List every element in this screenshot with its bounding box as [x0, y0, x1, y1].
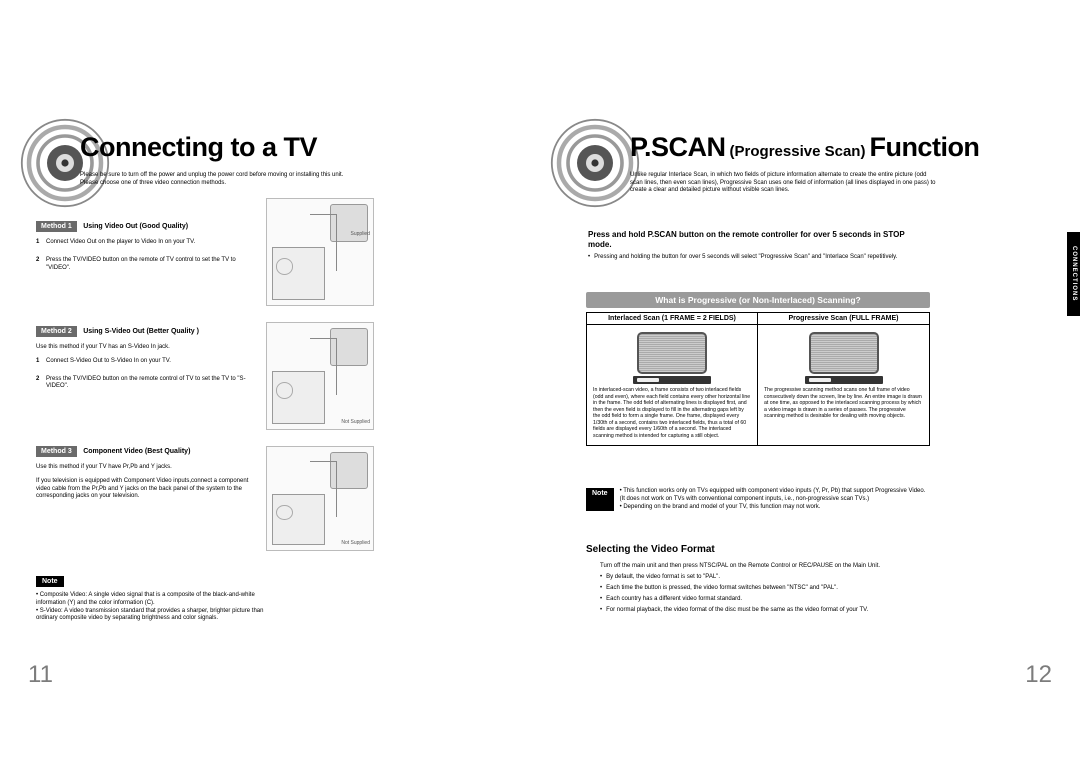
method-1: Method 1 Using Video Out (Good Quality) … — [36, 215, 256, 282]
page-title: Connecting to a TV — [80, 132, 317, 163]
diagram-tag: Not Supplied — [341, 419, 370, 425]
tv-illustration — [805, 332, 883, 384]
hold-instruction: Press and hold P.SCAN button on the remo… — [588, 230, 918, 250]
method-label: Method 2 — [36, 326, 77, 337]
page-title: P.SCAN (Progressive Scan) Function — [630, 132, 979, 163]
method-title: Using Video Out (Good Quality) — [83, 223, 188, 230]
banner: What is Progressive (or Non-Interlaced) … — [586, 292, 930, 308]
method-label: Method 1 — [36, 221, 77, 232]
diagram-3: Not Supplied — [266, 446, 374, 551]
method-label: Method 3 — [36, 446, 77, 457]
note-body: • Composite Video: A single video signal… — [36, 592, 266, 623]
sel-line: Turn off the main unit and then press NT… — [600, 562, 930, 571]
diagram-1: Supplied — [266, 198, 374, 306]
col2-head: Progressive Scan (FULL FRAME) — [758, 313, 929, 325]
speaker-icon — [550, 118, 640, 208]
step: Connect S-Video Out to S-Video In on you… — [46, 358, 256, 366]
selecting-body: Turn off the main unit and then press NT… — [600, 562, 930, 615]
col2-body: The progressive scanning method scans on… — [764, 387, 923, 420]
diagram-tag: Not Supplied — [341, 540, 370, 546]
hold-sub-text: Pressing and holding the button for over… — [594, 254, 897, 262]
method-2: Method 2 Using S-Video Out (Better Quali… — [36, 320, 256, 401]
svideo-note: Use this method if your TV has an S-Vide… — [36, 344, 256, 352]
method-title: Component Video (Best Quality) — [83, 448, 190, 455]
side-tab: CONNECTIONS — [1067, 232, 1080, 316]
scan-table: Interlaced Scan (1 FRAME = 2 FIELDS) In … — [586, 312, 930, 446]
note-label: Note — [586, 488, 614, 511]
intro-text: Please be sure to turn off the power and… — [80, 172, 370, 187]
step: Press the TV/VIDEO button on the remote … — [46, 257, 256, 273]
note-block: Note • Composite Video: A single video s… — [36, 570, 266, 623]
note-body: • This function works only on TVs equipp… — [620, 488, 930, 511]
step: Connect Video Out on the player to Video… — [46, 239, 256, 247]
col1-body: In interlaced-scan video, a frame consis… — [593, 387, 751, 439]
intro-text: Unlike regular Interlace Scan, in which … — [630, 172, 940, 195]
title-a: P.SCAN — [630, 132, 726, 163]
step: Press the TV/VIDEO button on the remote … — [46, 376, 256, 392]
m3-note: Use this method if your TV have Pr,Pb an… — [36, 464, 256, 472]
note-label: Note — [36, 576, 64, 587]
sel-b3: Each country has a different video forma… — [606, 595, 742, 604]
page-number: 11 — [28, 661, 53, 689]
hold-sub: Pressing and holding the button for over… — [588, 254, 928, 262]
diagram-tag: Supplied — [351, 231, 370, 237]
title-sub: (Progressive Scan) — [730, 143, 866, 160]
m3-body: If you television is equipped with Compo… — [36, 478, 256, 501]
sel-b4: For normal playback, the video format of… — [606, 606, 868, 615]
sel-b1: By default, the video format is set to "… — [606, 573, 720, 582]
method-title: Using S-Video Out (Better Quality ) — [83, 328, 199, 335]
selecting-title: Selecting the Video Format — [586, 544, 715, 555]
tv-illustration — [633, 332, 711, 384]
title: Connecting to a TV — [80, 132, 317, 163]
page-number: 12 — [1025, 661, 1052, 689]
note-row: Note • This function works only on TVs e… — [586, 488, 930, 511]
method-3: Method 3 Component Video (Best Quality) … — [36, 440, 256, 501]
col1-head: Interlaced Scan (1 FRAME = 2 FIELDS) — [587, 313, 757, 325]
diagram-2: Not Supplied — [266, 322, 374, 430]
sel-b2: Each time the button is pressed, the vid… — [606, 584, 838, 593]
title-b: Function — [869, 132, 979, 163]
